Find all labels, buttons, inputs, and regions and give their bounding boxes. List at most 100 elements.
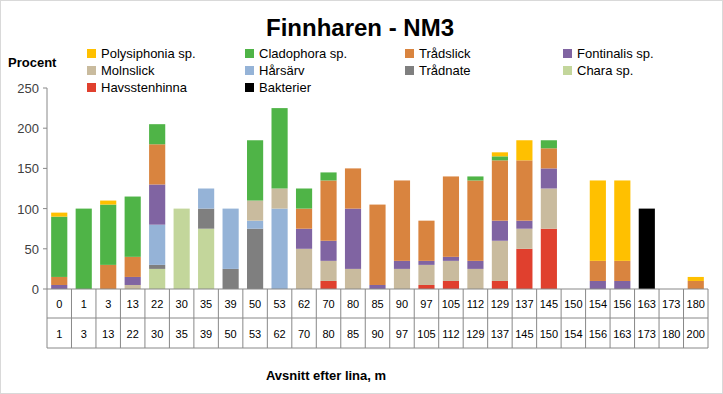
x-divider bbox=[585, 289, 586, 348]
bar-segment bbox=[198, 188, 214, 189]
legend-label: Chara sp. bbox=[577, 63, 633, 78]
x-tick-label: 85 bbox=[347, 328, 359, 340]
bar-segment bbox=[271, 189, 287, 209]
x-tick-label: 13 bbox=[102, 328, 114, 340]
y-tick-label: 250 bbox=[17, 81, 39, 96]
y-tick-label: 50 bbox=[25, 242, 39, 257]
bar-segment bbox=[639, 208, 655, 209]
x-tick-label: 137 bbox=[515, 298, 533, 310]
x-tick-label: 150 bbox=[540, 328, 558, 340]
bar-segment bbox=[345, 168, 361, 208]
legend-label: Bakterier bbox=[259, 80, 312, 95]
x-tick-label: 70 bbox=[298, 328, 310, 340]
bar-segment bbox=[516, 140, 532, 160]
bar-segment bbox=[467, 269, 483, 289]
bar-segment bbox=[320, 180, 336, 240]
x-divider bbox=[316, 289, 317, 348]
bar-segment bbox=[198, 188, 214, 189]
bar-segment bbox=[541, 229, 557, 289]
y-tick-label: 100 bbox=[17, 202, 39, 217]
bar-segment bbox=[149, 124, 165, 125]
x-tick-label: 22 bbox=[127, 328, 139, 340]
x-divider bbox=[193, 289, 194, 348]
y-tick-label: 200 bbox=[17, 121, 39, 136]
x-divider bbox=[71, 289, 72, 348]
bar-segment bbox=[467, 180, 483, 260]
x-tick-label: 90 bbox=[396, 298, 408, 310]
legend-swatch bbox=[563, 66, 572, 75]
bar-segment bbox=[320, 172, 336, 180]
bar-segment bbox=[369, 205, 385, 285]
x-tick-label: 62 bbox=[298, 298, 310, 310]
bar-segment bbox=[247, 229, 263, 289]
x-divider bbox=[144, 289, 145, 348]
bar-segment bbox=[443, 176, 459, 256]
x-tick-label: 180 bbox=[687, 298, 705, 310]
bar-segment bbox=[614, 281, 630, 289]
bar-segment bbox=[198, 188, 214, 189]
x-divider bbox=[634, 289, 635, 348]
bar-segment bbox=[223, 208, 239, 209]
x-tick-label: 163 bbox=[613, 328, 631, 340]
x-divider bbox=[340, 289, 341, 348]
bar-segment bbox=[320, 281, 336, 289]
legend-label: Fontinalis sp. bbox=[577, 46, 654, 61]
x-divider bbox=[169, 289, 170, 348]
legend-label: Polysiphonia sp. bbox=[101, 46, 196, 61]
bar-segment bbox=[639, 209, 655, 289]
bar-segment bbox=[639, 208, 655, 209]
bar-segment bbox=[174, 208, 190, 209]
bar-segment bbox=[394, 180, 410, 181]
x-row-line bbox=[47, 318, 708, 319]
bar-segment bbox=[198, 209, 214, 229]
x-divider bbox=[438, 289, 439, 348]
bar-segment bbox=[345, 168, 361, 169]
x-tick-label: 85 bbox=[371, 298, 383, 310]
x-tick-label: 97 bbox=[420, 298, 432, 310]
bar-segment bbox=[247, 221, 263, 229]
x-tick-label: 22 bbox=[151, 298, 163, 310]
x-divider bbox=[389, 289, 390, 348]
y-axis bbox=[47, 88, 48, 289]
y-tick bbox=[43, 248, 47, 249]
x-row-line bbox=[47, 348, 708, 349]
bar-segment bbox=[541, 148, 557, 168]
bar-segment bbox=[688, 281, 704, 289]
x-tick-label: 62 bbox=[273, 328, 285, 340]
bar-segment bbox=[614, 261, 630, 281]
x-tick-label: 50 bbox=[224, 328, 236, 340]
bar-segment bbox=[443, 257, 459, 261]
bar-segment bbox=[345, 269, 361, 289]
x-tick-label: 90 bbox=[371, 328, 383, 340]
bar-segment bbox=[345, 168, 361, 169]
y-tick bbox=[43, 168, 47, 169]
bar-segment bbox=[125, 257, 141, 277]
bar-segment bbox=[418, 220, 434, 221]
x-tick-label: 129 bbox=[466, 328, 484, 340]
bar-segment bbox=[76, 208, 92, 209]
bar-segment bbox=[614, 180, 630, 260]
bar-segment bbox=[149, 265, 165, 269]
x-tick-label: 1 bbox=[81, 298, 87, 310]
bar-segment bbox=[198, 189, 214, 209]
bar-segment bbox=[443, 281, 459, 289]
bar-segment bbox=[418, 265, 434, 285]
x-axis bbox=[47, 289, 708, 290]
bar-segment bbox=[149, 144, 165, 184]
x-tick-label: 145 bbox=[540, 298, 558, 310]
bar-segment bbox=[639, 208, 655, 209]
legend-label: Hårsärv bbox=[259, 63, 305, 78]
x-divider bbox=[659, 289, 660, 348]
x-tick-label: 30 bbox=[176, 298, 188, 310]
bar-segment bbox=[492, 152, 508, 156]
x-tick-label: 39 bbox=[224, 298, 236, 310]
x-tick-label: 154 bbox=[589, 298, 607, 310]
bar-segment bbox=[100, 201, 116, 205]
bar-segment bbox=[223, 209, 239, 269]
x-divider bbox=[536, 289, 537, 348]
x-tick-label: 80 bbox=[347, 298, 359, 310]
bar-segment bbox=[492, 156, 508, 160]
x-tick-label: 1 bbox=[56, 328, 62, 340]
x-divider bbox=[218, 289, 219, 348]
bar-segment bbox=[271, 108, 287, 109]
